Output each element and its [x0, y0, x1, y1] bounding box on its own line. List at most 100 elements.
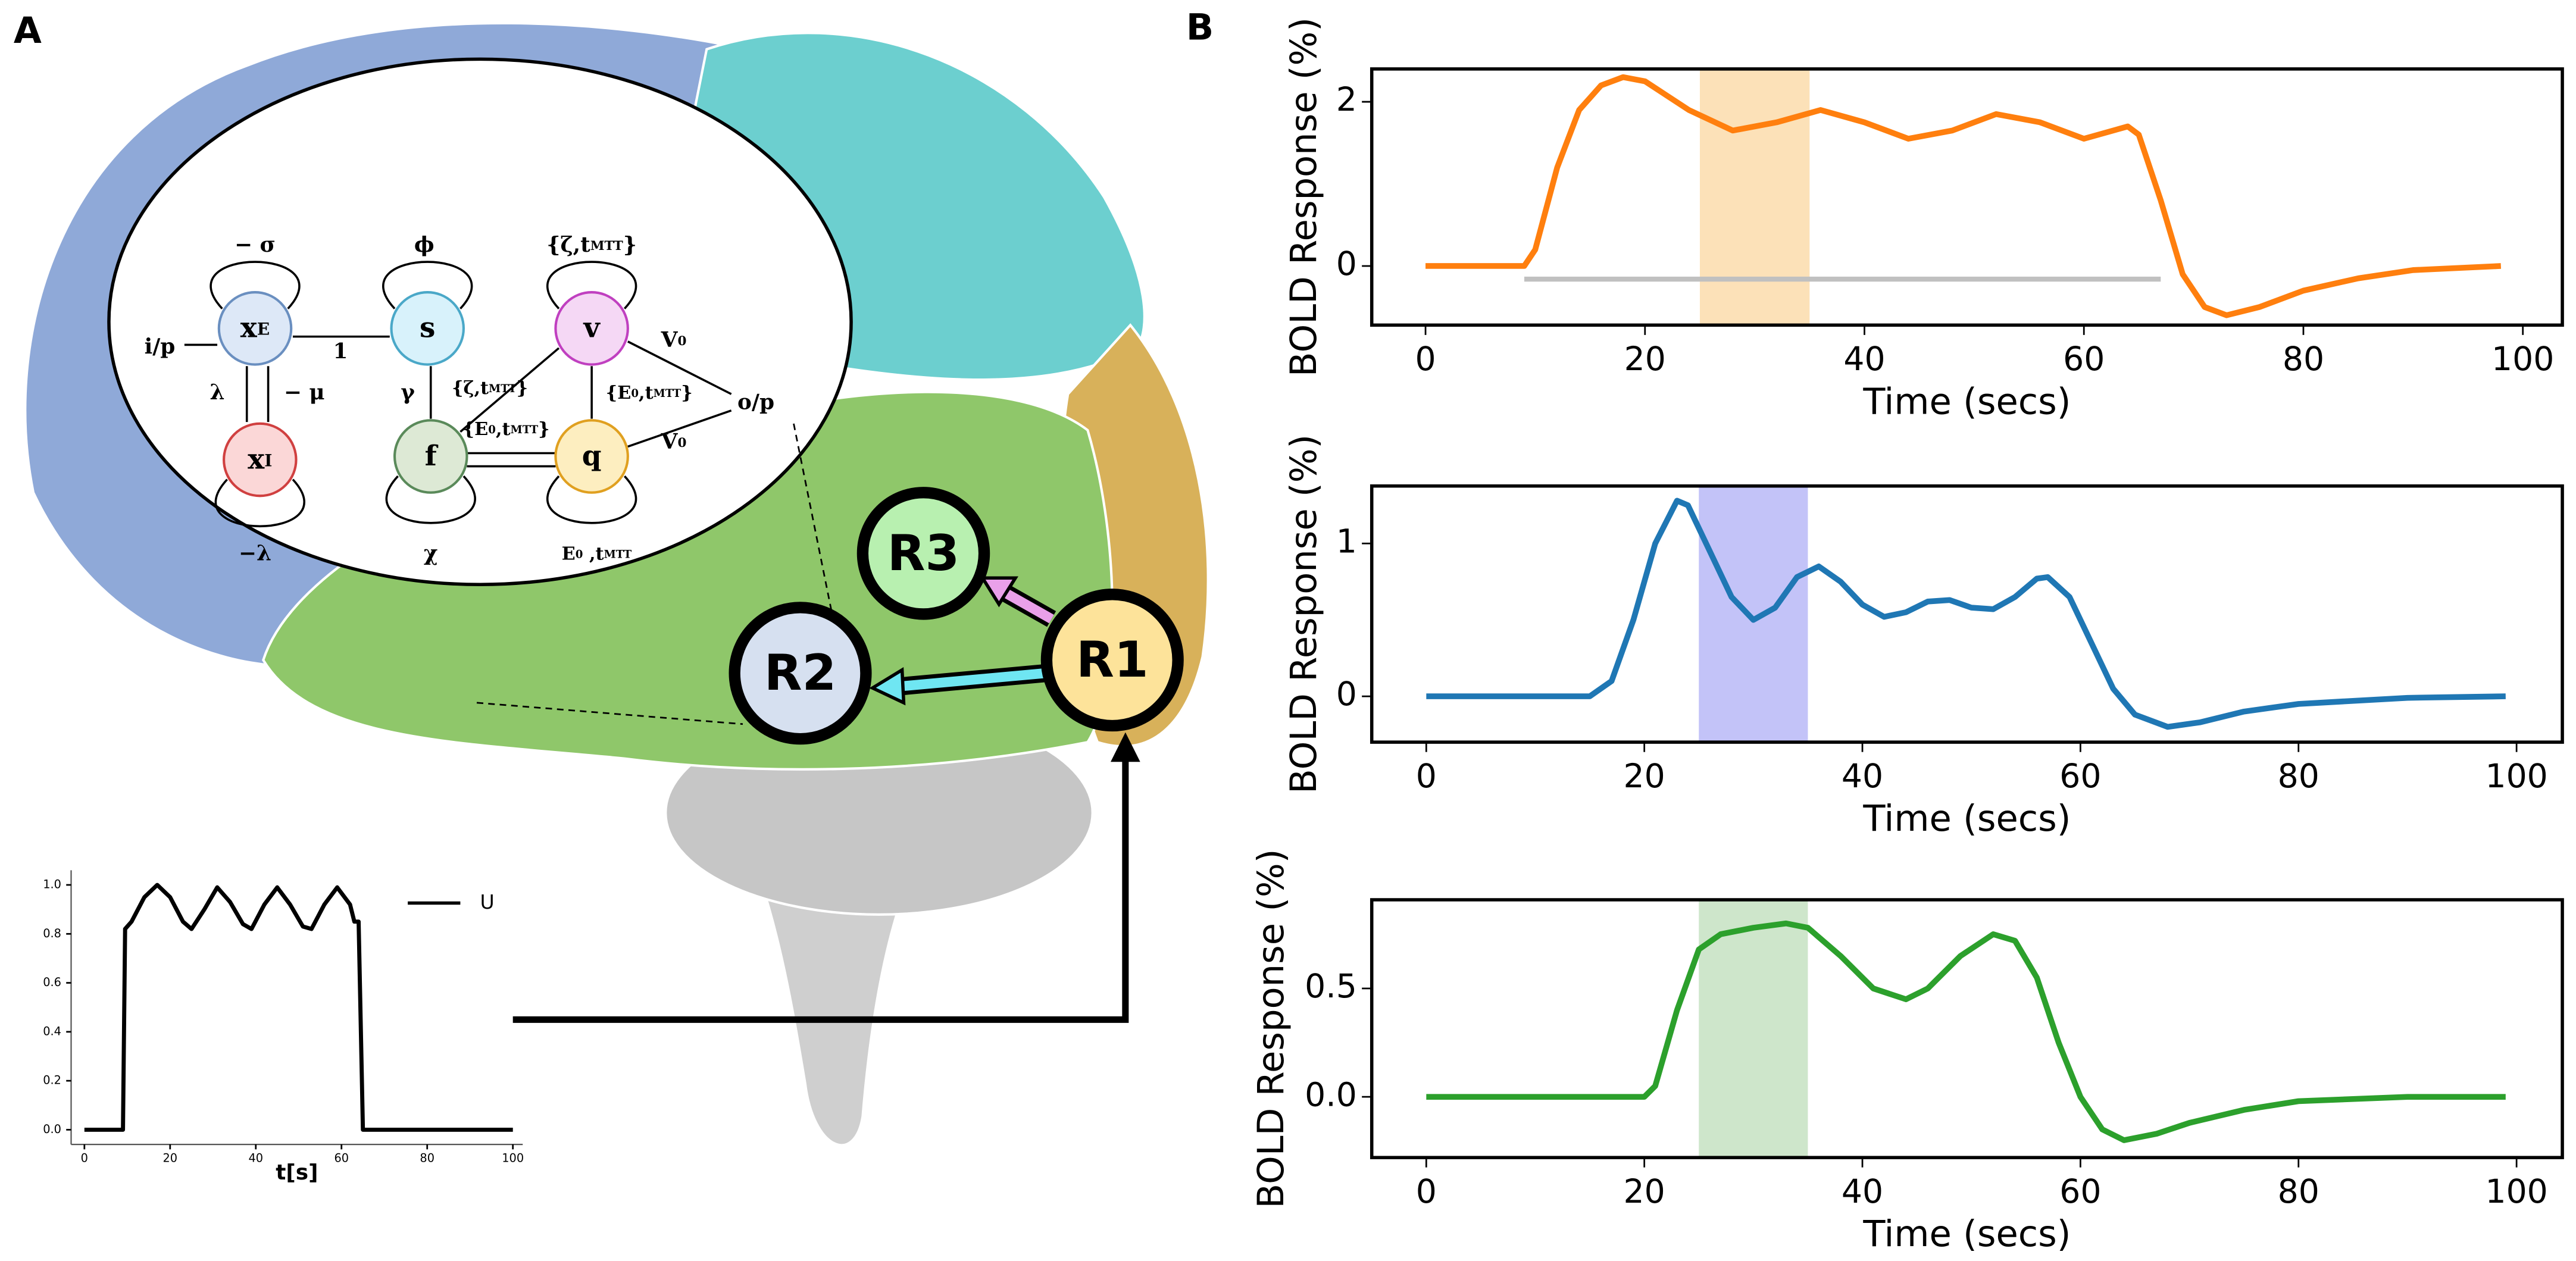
x-axis-label: Time (secs) [1862, 381, 2071, 423]
label-part: ϕ [414, 232, 434, 257]
y-tick-label: 0 [1336, 675, 1357, 714]
x-tick-label: 40 [1843, 340, 1885, 378]
label-part: {E [463, 419, 489, 440]
arrow [999, 587, 1054, 624]
self-loop [382, 261, 473, 309]
x-tick-label: 20 [1624, 758, 1665, 796]
label-part: i/p [145, 334, 176, 359]
x-tick-label: 80 [2283, 340, 2324, 378]
x-tick-label: 60 [334, 1151, 349, 1165]
x-tick-label: 0 [81, 1151, 88, 1165]
x-tick-label: 80 [420, 1151, 434, 1165]
label-subscript: 0 [576, 549, 583, 561]
label-subscript: 0 [678, 334, 687, 349]
x-tick-label: 60 [2063, 340, 2105, 378]
plot-frame [1370, 484, 2564, 744]
zoom-line [793, 423, 836, 628]
node-label: xE [240, 312, 270, 345]
y-tick-label: 0.5 [1305, 968, 1357, 1006]
x-axis-label: Time (secs) [1862, 1213, 2071, 1255]
edge-label: {ζ,tMTT} [546, 232, 637, 257]
x-tick-label: 20 [1624, 340, 1666, 378]
label-subscript: MTT [590, 239, 623, 254]
node [554, 419, 629, 494]
edge [627, 409, 732, 448]
node-label: v [583, 312, 601, 345]
chart: 0 20 40 60 80 100 0.0 0.5 Time (secs) BOLD Respon… [1251, 849, 2564, 1255]
edge-label: {ζ,tMTT} [452, 378, 528, 399]
edge-label: i/p [145, 334, 176, 359]
diagram-nodes [217, 291, 629, 497]
region-node [729, 602, 872, 745]
edge-label: λ [210, 380, 224, 405]
label-part: q [582, 440, 602, 473]
label-part: V [661, 327, 679, 352]
region-label: R1 [1076, 631, 1148, 689]
region-node [1040, 589, 1184, 732]
y-axis-label: BOLD Response (%) [1251, 849, 1292, 1209]
node [393, 419, 468, 494]
x-tick-label: 60 [2059, 1173, 2101, 1211]
x-axis-label: Time (secs) [1862, 798, 2071, 840]
region-node [856, 487, 990, 620]
edge [459, 347, 560, 433]
edge-label: 1 [333, 339, 348, 364]
label-part: χ [424, 541, 438, 566]
node [390, 291, 465, 366]
y-tick-label: 0.0 [43, 1122, 61, 1136]
y-tick-label: 0.4 [43, 1024, 61, 1038]
label-part: s [420, 312, 435, 345]
edge-label: γ [401, 380, 415, 405]
x-tick-label: 100 [502, 1151, 524, 1165]
x-tick-label: 0 [1416, 1173, 1437, 1211]
model-diagram [184, 261, 732, 527]
x-axis-label: t[s] [276, 1160, 318, 1185]
label-part: − σ [235, 232, 276, 257]
edge-label: V0 [661, 327, 687, 352]
edge-label: o/p [737, 390, 774, 415]
arrowhead [1111, 732, 1140, 762]
node [217, 291, 293, 366]
label-part: ,t [496, 419, 511, 440]
label-part: x [240, 312, 258, 345]
y-tick-label: 1.0 [43, 878, 61, 891]
x-tick-label: 80 [2278, 1173, 2319, 1211]
x-tick-label: 80 [2278, 758, 2319, 796]
x-tick-label: 40 [1842, 758, 1883, 796]
label-subscript: MTT [489, 383, 517, 395]
label-part: ,t [583, 544, 604, 565]
x-tick-label: 0 [1415, 340, 1436, 378]
data-line [1426, 497, 2506, 730]
label-subscript: MTT [604, 549, 632, 561]
x-tick-label: 20 [1624, 1173, 1665, 1211]
zoom-line [476, 702, 743, 725]
x-tick-label: 100 [2485, 758, 2547, 796]
node-label: s [420, 312, 435, 345]
label-subscript: E [257, 319, 270, 339]
region-arrows [512, 576, 1140, 1023]
legend-label: U [480, 890, 495, 913]
node-label: xI [248, 443, 272, 475]
label-subscript: MTT [511, 424, 539, 436]
x-tick-label: 40 [1842, 1173, 1883, 1211]
chart: 0 20 40 60 80 100 0 2 Time (secs) BOLD Response (… [1283, 17, 2564, 423]
x-tick-label: 20 [163, 1151, 178, 1165]
x-tick-label: 40 [248, 1151, 263, 1165]
self-loop [546, 261, 637, 309]
self-loop [385, 475, 476, 524]
node-label: q [582, 440, 602, 473]
label-subscript: MTT [654, 387, 681, 400]
label-part: ,t [639, 383, 654, 403]
edge-label: − σ [235, 232, 276, 257]
chart: 0 20 40 60 80 100 0 1 Time (secs) BOLD Response (… [1283, 434, 2564, 840]
highlight-span [1699, 68, 1810, 326]
edge-label: ϕ [414, 232, 434, 257]
x-tick-label: 60 [2059, 758, 2101, 796]
x-tick-label: 100 [2491, 340, 2554, 378]
node [223, 422, 298, 497]
y-axis-label: BOLD Response (%) [1283, 434, 1325, 794]
label-part: {E [606, 383, 632, 403]
edge-label: {E0,tMTT} [463, 419, 550, 440]
label-part: } [517, 378, 529, 399]
